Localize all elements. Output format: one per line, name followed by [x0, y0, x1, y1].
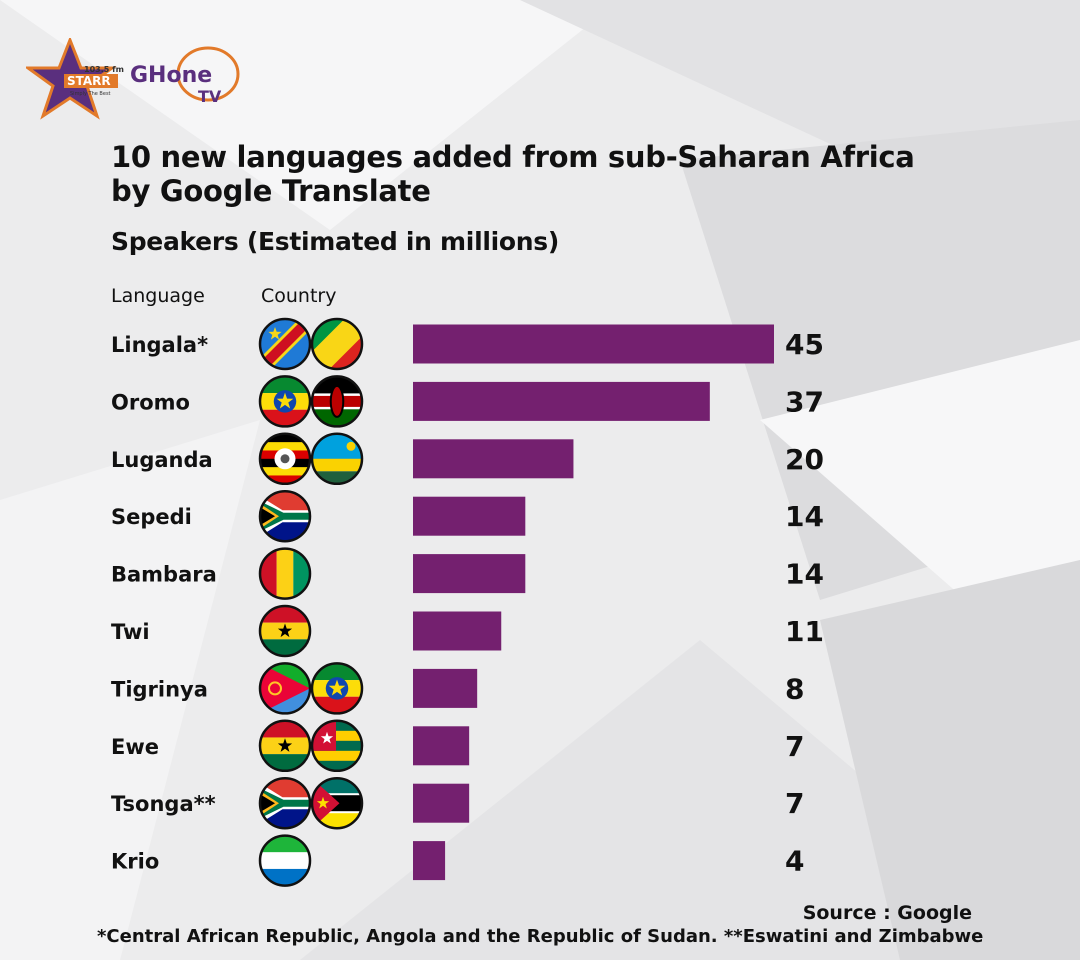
ghone-logo-text: GHone	[130, 63, 212, 88]
broadcaster-logos: 103.5 fm STARR Simply The Best GHone TV	[23, 35, 256, 128]
kenya-flag-icon	[310, 375, 364, 428]
bar	[413, 611, 502, 651]
bar	[413, 783, 470, 823]
chart-title: 10 new languages added from sub-Saharan …	[111, 140, 915, 208]
value-label: 8	[785, 672, 804, 705]
togo-flag-icon	[310, 719, 364, 773]
rwanda-flag-icon	[310, 432, 364, 486]
congo-flag-icon	[310, 317, 364, 371]
title-line-1: 10 new languages added from sub-Saharan …	[111, 140, 915, 174]
language-label: Lingala*	[111, 333, 208, 357]
bar	[413, 496, 526, 536]
value-label: 14	[785, 558, 824, 591]
value-label: 11	[785, 615, 824, 648]
language-label: Bambara	[111, 563, 217, 587]
ethiopia-flag-icon	[310, 662, 364, 715]
uganda-flag-icon	[258, 432, 312, 486]
south-africa-flag-icon	[258, 776, 312, 830]
ghana-flag-icon	[258, 604, 312, 658]
bar	[413, 439, 574, 479]
value-label: 7	[785, 787, 804, 820]
language-label: Krio	[111, 850, 159, 874]
title-line-2: by Google Translate	[111, 174, 431, 208]
starr-logo: 103.5 fm STARR Simply The Best GHone TV	[23, 35, 240, 120]
country-column-header: Country	[261, 285, 337, 307]
value-label: 45	[785, 328, 824, 361]
bar	[413, 324, 774, 364]
eritrea-flag-icon	[258, 662, 312, 715]
bar	[413, 726, 470, 766]
language-label: Luganda	[111, 448, 213, 472]
dr-congo-flag-icon	[258, 317, 312, 371]
language-label: Sepedi	[111, 505, 192, 529]
bar	[413, 668, 478, 708]
south-africa-flag-icon	[258, 489, 312, 543]
guinea-flag-icon	[258, 547, 312, 600]
sierra-leone-flag-icon	[258, 834, 312, 887]
bar-chart: Lingala* 45 Oromo 37 Luganda 20 Sepedi 14 Bambar…	[111, 317, 824, 887]
starr-frequency: 103.5 fm	[84, 65, 124, 74]
ethiopia-flag-icon	[258, 375, 312, 428]
starr-tagline: Simply The Best	[70, 91, 111, 97]
value-label: 7	[785, 730, 804, 763]
language-label: Ewe	[111, 735, 159, 759]
value-label: 14	[785, 500, 824, 533]
mozambique-flag-icon	[310, 776, 364, 830]
footnote: *Central African Republic, Angola and th…	[97, 926, 984, 947]
language-label: Tigrinya	[111, 677, 208, 701]
value-label: 4	[785, 845, 804, 878]
ghone-tv-text: TV	[198, 87, 222, 106]
value-label: 37	[785, 385, 824, 418]
language-label: Oromo	[111, 390, 190, 414]
chart-subtitle: Speakers (Estimated in millions)	[111, 227, 559, 256]
language-label: Twi	[111, 620, 150, 644]
bar	[413, 841, 446, 881]
source-note: Source : Google	[802, 902, 972, 924]
language-column-header: Language	[111, 285, 205, 307]
bar	[413, 554, 526, 594]
ghana-flag-icon	[258, 719, 312, 773]
value-label: 20	[785, 443, 824, 476]
starr-name: STARR	[67, 74, 111, 88]
language-label: Tsonga**	[111, 792, 216, 816]
bar	[413, 381, 710, 421]
